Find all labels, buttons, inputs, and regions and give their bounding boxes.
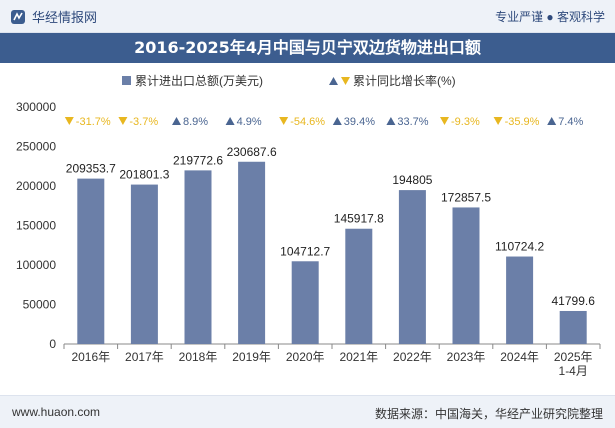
footer-source: 数据来源：中国海关，华经产业研究院整理 [374, 407, 603, 421]
rate-value-label: -54.6% [290, 116, 325, 128]
legend-label-rate: 累计同比增长率(%) [353, 73, 456, 88]
x-tick-label: 2018年 [179, 350, 218, 364]
rate-up-triangle-icon [172, 117, 181, 125]
rate-up-triangle-icon [225, 117, 235, 125]
bar [559, 310, 587, 344]
rate-value-label: 33.7% [397, 116, 428, 128]
bar-value-label: 209353.7 [66, 162, 116, 176]
bar-value-label: 110724.2 [495, 240, 544, 254]
bar [291, 261, 319, 344]
bar [506, 256, 534, 344]
bar [184, 170, 212, 344]
bar-value-label: 145917.8 [334, 212, 384, 226]
x-tick-label: 2024年 [500, 350, 539, 364]
x-tick-label: 2025年 1-4月 [554, 350, 593, 378]
y-tick-label: 200000 [16, 179, 56, 193]
x-tick-label: 2021年 [339, 350, 378, 364]
rate-value-label: -3.7% [129, 116, 158, 128]
x-tick-label: 2019年 [232, 350, 271, 364]
footer: www.huaon.com 数据来源：中国海关，华经产业研究院整理 [0, 395, 615, 428]
legend-label-bars: 累计进出口总额(万美元) [135, 74, 263, 88]
x-tick-label: 2022年 [393, 350, 432, 364]
brand-slogan: 专业严谨 ● 客观科学 [495, 10, 605, 24]
rate-down-triangle-icon [64, 117, 74, 125]
rate-up-triangle-icon [386, 117, 396, 125]
bar-chart: 累计进出口总额(万美元) 累计同比增长率(%) 0 50000 100000 150000… [16, 73, 601, 378]
bar [77, 178, 105, 344]
rate-value-label: -9.3% [451, 116, 480, 128]
bar [452, 207, 480, 344]
rate-down-triangle-icon [118, 117, 128, 125]
rate-value-label: 7.4% [558, 116, 583, 128]
x-tick-label: 2016年 [71, 350, 110, 364]
y-tick-label: 0 [49, 337, 56, 351]
rate-value-label: -31.7% [76, 116, 111, 128]
bar-value-label: 172857.5 [441, 190, 491, 204]
bar [345, 228, 373, 344]
y-tick-label: 50000 [23, 298, 57, 312]
legend-up-triangle-icon [329, 77, 338, 85]
footer-url: www.huaon.com [12, 405, 101, 419]
bar-value-label: 201801.3 [119, 168, 169, 182]
rate-up-triangle-icon [547, 117, 557, 125]
bar [398, 190, 426, 344]
y-tick-label: 150000 [16, 219, 56, 233]
x-tick-label: 2023年 [447, 350, 486, 364]
brand-logo-icon [11, 9, 25, 24]
x-tick-label: 2020年 [286, 350, 325, 364]
rate-down-triangle-icon [493, 117, 503, 125]
y-tick-label: 100000 [16, 258, 56, 272]
brand: 华经情报网 [10, 7, 97, 26]
legend-swatch-bars [122, 76, 131, 85]
bar [238, 161, 266, 344]
rate-value-label: 8.9% [183, 116, 208, 128]
x-tick-label: 2017年 [125, 350, 164, 364]
rate-down-triangle-icon [279, 117, 289, 125]
bar-value-label: 194805 [392, 173, 432, 187]
brand-name: 华经情报网 [32, 10, 98, 25]
legend-down-triangle-icon [341, 77, 350, 85]
y-tick-label: 250000 [16, 140, 56, 154]
rate-up-triangle-icon [332, 117, 342, 125]
chart-title: 2016-2025年4月中国与贝宁双边货物进出口额 [0, 33, 615, 63]
top-bar: 华经情报网 专业严谨 ● 客观科学 [0, 0, 615, 33]
bar-value-label: 230687.6 [227, 145, 277, 159]
bar [130, 184, 158, 344]
bar-value-label: 104712.7 [280, 244, 330, 258]
rate-down-triangle-icon [440, 117, 449, 125]
bar-value-label: 41799.6 [552, 294, 596, 308]
rate-value-label: -35.9% [505, 116, 540, 128]
rate-value-label: 4.9% [237, 116, 262, 128]
bar-value-label: 219772.6 [173, 153, 223, 167]
rate-value-label: 39.4% [344, 116, 375, 128]
y-tick-label: 300000 [16, 100, 56, 114]
